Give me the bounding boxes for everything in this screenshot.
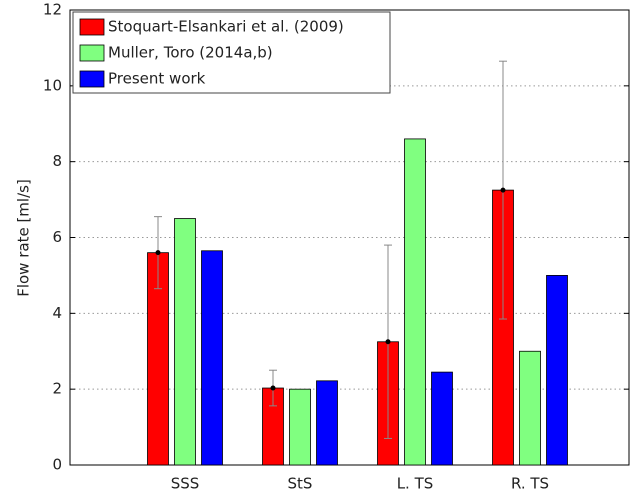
legend-label: Stoquart-Elsankari et al. (2009) [108, 18, 344, 36]
bar [431, 371, 453, 466]
error-center [270, 385, 276, 391]
y-tick-label: 2 [52, 380, 62, 398]
x-tick-label: SSS [171, 475, 200, 493]
y-axis-label: Flow rate [ml/s] [15, 179, 33, 297]
y-tick-label: 8 [52, 152, 62, 170]
bar [289, 388, 311, 466]
y-tick-label: 6 [52, 228, 62, 246]
legend-box [72, 11, 391, 94]
y-tick-label: 12 [43, 1, 62, 19]
x-tick-label: StS [288, 475, 313, 493]
legend-swatch [79, 18, 105, 36]
bar [201, 250, 223, 466]
bar [519, 350, 541, 466]
bar [174, 218, 196, 466]
plot-frame [69, 9, 630, 466]
x-tick-label: R. TS [511, 475, 549, 493]
y-tick-label: 10 [43, 76, 62, 94]
legend-swatch [79, 44, 105, 62]
error-center [500, 187, 506, 193]
y-tick-label: 4 [52, 304, 62, 322]
x-tick-label: L. TS [397, 475, 434, 493]
error-center [385, 339, 391, 345]
bar [316, 380, 338, 466]
bar [404, 138, 426, 466]
legend-label: Present work [108, 70, 206, 88]
bar [546, 275, 568, 466]
error-center [155, 250, 161, 256]
legend-swatch [79, 70, 105, 88]
y-tick-label: 0 [52, 456, 62, 474]
legend-label: Muller, Toro (2014a,b) [108, 44, 273, 62]
